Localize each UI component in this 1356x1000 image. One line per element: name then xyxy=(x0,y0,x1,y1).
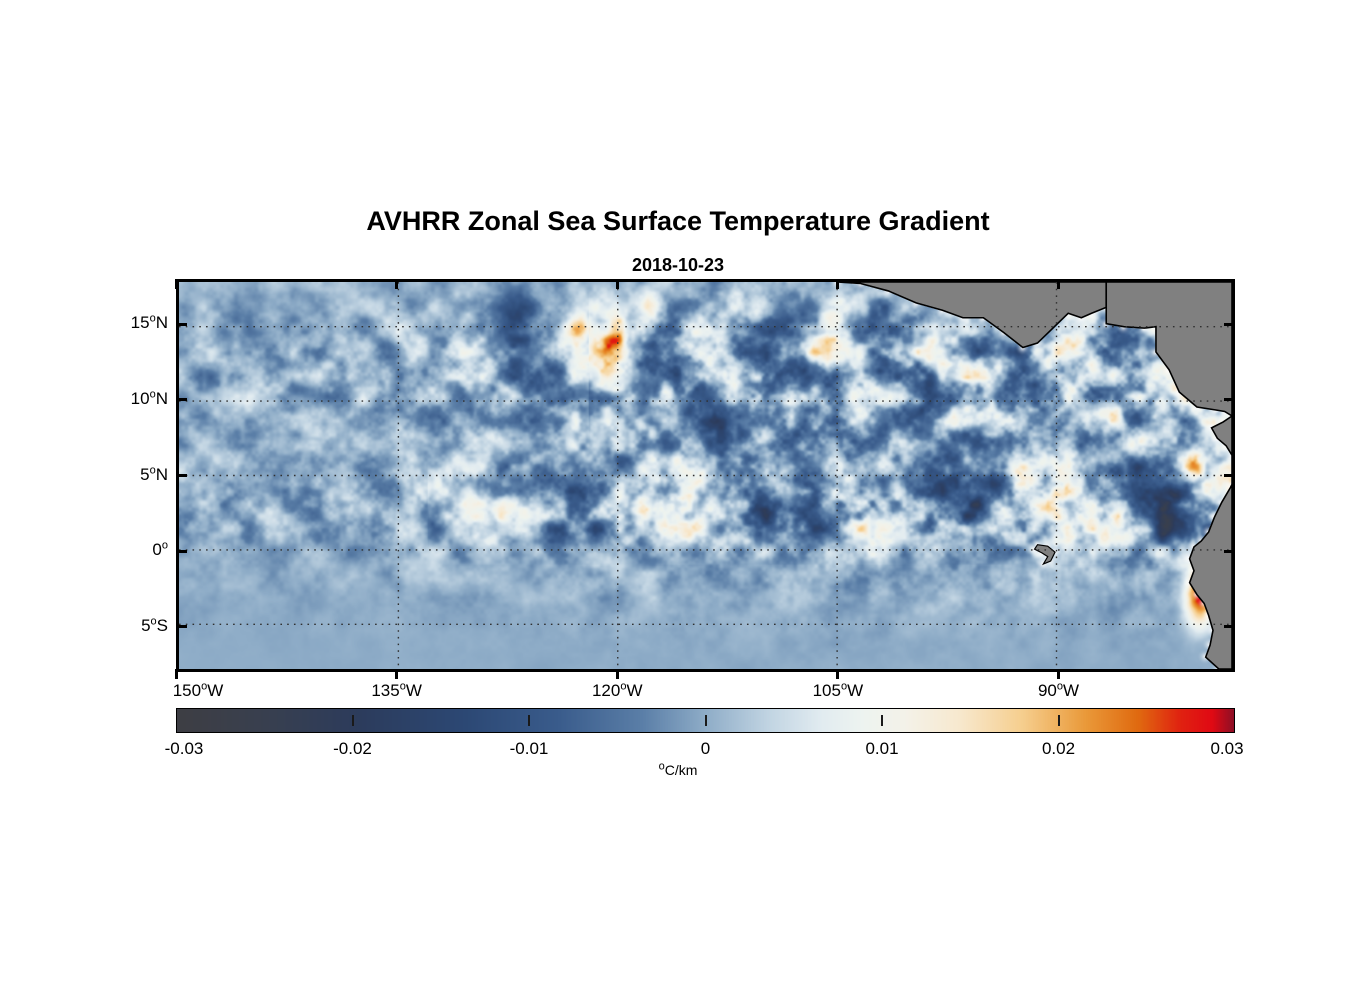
x-axis-tick-top xyxy=(836,279,840,289)
colorbar-tick-label: -0.01 xyxy=(509,739,549,758)
x-axis-tick xyxy=(395,669,399,679)
graticule-gridlines xyxy=(179,282,1232,669)
colorbar-tick xyxy=(351,715,354,726)
land-polygon xyxy=(1033,544,1056,566)
land-polygon xyxy=(1188,415,1232,669)
y-axis-tick-label: 5oS xyxy=(141,614,168,635)
land-polygon xyxy=(1105,282,1232,417)
colorbar-tick-label: 0.03 xyxy=(1210,739,1244,758)
page-title: AVHRR Zonal Sea Surface Temperature Grad… xyxy=(366,206,990,236)
colorbar-tick xyxy=(704,715,707,726)
x-axis-tick-label: 120oW xyxy=(591,680,643,700)
y-axis-tick-label: 10oN xyxy=(130,388,168,408)
x-axis-tick xyxy=(1057,669,1060,679)
colorbar-tick-label: 0.01 xyxy=(865,739,899,758)
y-axis-tick xyxy=(176,549,187,553)
x-axis-tick-top xyxy=(395,279,399,289)
x-axis-tick xyxy=(174,669,178,679)
x-axis-tick xyxy=(615,669,619,679)
y-axis-tick xyxy=(1224,625,1235,629)
y-axis-tick xyxy=(176,398,187,402)
colorbar-tick xyxy=(528,715,530,726)
colorbar-tick xyxy=(881,715,883,726)
y-axis-tick-label: 0o xyxy=(152,539,168,560)
y-axis-tick-label: 15oN xyxy=(130,312,168,333)
y-axis-tick xyxy=(1224,549,1235,553)
y-axis-tick xyxy=(1224,322,1235,326)
x-axis-tick-top xyxy=(174,279,178,289)
y-axis-tick xyxy=(176,322,187,326)
x-axis-tick xyxy=(836,669,840,679)
colorbar-tick-label: 0 xyxy=(700,739,711,758)
x-axis-tick-label: 150oW xyxy=(172,680,224,700)
colorbar-tick-label: -0.03 xyxy=(164,739,204,758)
x-axis-tick-label: 90oW xyxy=(1037,680,1080,700)
y-axis-tick-label: 5oN xyxy=(140,463,168,484)
x-axis-tick-label: 135oW xyxy=(371,680,422,700)
land-polygon xyxy=(837,282,1108,349)
colorbar-tick-label: 0.02 xyxy=(1041,739,1076,758)
colorbar-unit-label: oC/km xyxy=(658,760,698,778)
colorbar-tick-label: -0.02 xyxy=(333,739,372,758)
x-axis-tick-label: 105oW xyxy=(812,680,864,700)
y-axis-tick xyxy=(176,474,187,477)
land-overlay xyxy=(837,282,1232,669)
x-axis-tick-top xyxy=(1057,279,1060,289)
map-axes xyxy=(176,279,1235,672)
y-axis-tick xyxy=(176,625,187,629)
figure-subtitle-date: 2018-10-23 xyxy=(631,255,725,275)
x-axis-tick-top xyxy=(615,279,619,289)
colorbar-tick xyxy=(1057,715,1060,726)
y-axis-tick xyxy=(1224,474,1235,477)
y-axis-tick xyxy=(1224,398,1235,402)
